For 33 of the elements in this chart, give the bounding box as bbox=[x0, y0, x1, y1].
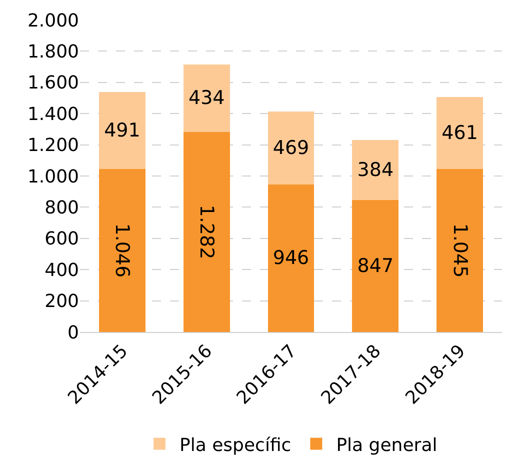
data-label: 434 bbox=[188, 87, 225, 110]
bar bbox=[268, 184, 314, 332]
y-tick-label: 1.400 bbox=[27, 104, 79, 125]
data-label: 469 bbox=[272, 136, 310, 159]
y-tick-label: 800 bbox=[44, 198, 79, 218]
data-label: 1.046 bbox=[111, 223, 134, 278]
data-label: 491 bbox=[104, 120, 140, 142]
bar bbox=[98, 168, 146, 332]
y-tick-label: 1.000 bbox=[27, 166, 79, 188]
bar bbox=[436, 97, 484, 169]
data-label: 1.282 bbox=[196, 204, 218, 260]
legend-label: Pla general bbox=[336, 434, 438, 456]
legend-label: Pla específic bbox=[180, 434, 292, 456]
bar bbox=[436, 168, 484, 332]
bar bbox=[98, 92, 146, 169]
data-label: 847 bbox=[357, 254, 394, 277]
data-label: 384 bbox=[357, 158, 394, 181]
y-tick-label: 200 bbox=[44, 291, 79, 312]
bar bbox=[352, 200, 399, 332]
bar bbox=[352, 140, 399, 200]
bar bbox=[183, 132, 230, 332]
y-tick-label: 400 bbox=[44, 260, 79, 281]
y-tick-label: 2.000 bbox=[27, 10, 79, 32]
data-label: 461 bbox=[442, 122, 478, 144]
y-tick-label: 600 bbox=[44, 228, 79, 250]
y-tick-label: 1.800 bbox=[27, 42, 79, 62]
data-label: 946 bbox=[272, 247, 310, 270]
bar bbox=[268, 111, 314, 184]
y-tick-label: 0 bbox=[68, 322, 79, 344]
data-label: 1.045 bbox=[448, 223, 471, 278]
y-tick-label: 1.600 bbox=[27, 72, 79, 94]
bar bbox=[183, 64, 230, 132]
y-tick-label: 1.200 bbox=[27, 135, 79, 156]
